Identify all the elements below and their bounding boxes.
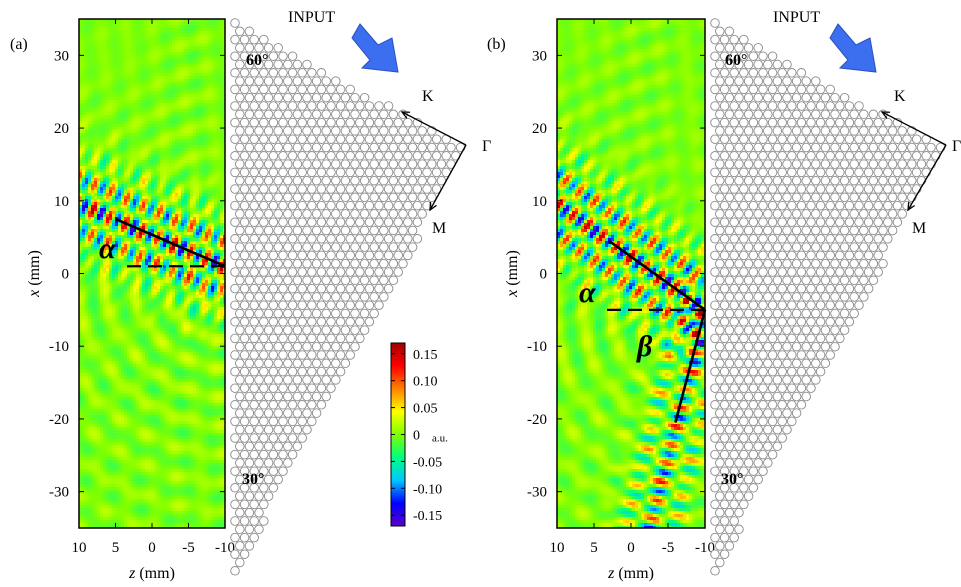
y-axis-label: x (mm) (504, 250, 521, 298)
x-tick-label: -10 (215, 540, 235, 556)
x-tick-label: 0 (627, 540, 635, 556)
x-tick-label: 10 (550, 540, 565, 556)
angle-beta-label: β (636, 330, 653, 363)
field-heatmap (557, 19, 705, 528)
colorbar-unit-label: a.u. (432, 433, 448, 445)
beam-direction-line (608, 239, 706, 311)
x-axis-label: z (mm) (607, 565, 654, 582)
y-tick-label: -30 (527, 485, 547, 501)
x-tick-label: 5 (590, 540, 598, 556)
y-tick-label: -20 (527, 412, 547, 428)
crystal-angle-60-label: 60° (725, 52, 747, 69)
x-tick-label: 5 (112, 540, 120, 556)
x-tick-label: 0 (148, 540, 156, 556)
crystal-angle-30-label: 30° (242, 471, 264, 488)
panel-label: (b) (487, 36, 506, 53)
x-tick-label: -5 (182, 540, 195, 556)
angle-alpha-label: α (99, 232, 116, 265)
y-tick-label: -10 (49, 339, 69, 355)
photonic-crystal (710, 18, 946, 576)
y-tick-label: -20 (49, 412, 69, 428)
y-tick-label: -30 (49, 485, 69, 501)
lattice-vector-M (429, 144, 467, 211)
colorbar-tick-label: 0.15 (413, 348, 438, 363)
field-heatmap (79, 19, 225, 528)
colorbar-tick-label: 0.05 (413, 402, 438, 417)
x-tick-label: -10 (695, 540, 715, 556)
lattice-label-m: M (432, 220, 446, 237)
colorbar-tick-label: -0.05 (413, 455, 442, 470)
y-axis-label: x (mm) (26, 250, 43, 298)
x-tick-label: -5 (662, 540, 675, 556)
lattice-label-k: K (894, 88, 906, 105)
colorbar: 0.15 0.10 0.05 0 -0.05 -0.10 -0.15 a.u. (390, 342, 448, 527)
colorbar-tick-label: -0.15 (413, 509, 442, 524)
beam2-direction-line (674, 309, 707, 423)
y-tick-label: 10 (54, 194, 69, 210)
crystal-angle-30-label: 30° (721, 471, 743, 488)
colorbar-tick-label: 0.10 (413, 375, 438, 390)
y-tick-label: 0 (62, 267, 70, 283)
colorbar-tick-label: 0 (413, 429, 420, 444)
input-label: INPUT (288, 9, 335, 26)
crystal-angle-60-label: 60° (246, 52, 268, 69)
y-tick-label: 20 (54, 121, 69, 137)
lattice-label-k: K (422, 88, 434, 105)
y-tick-label: 30 (54, 48, 69, 64)
lattice-vector-M (907, 144, 947, 211)
lattice-vector-K (881, 111, 947, 146)
angle-alpha-label: α (579, 276, 596, 309)
photonic-crystal (230, 18, 466, 576)
panel-b: 10 5 0 -5 -10 30 20 10 0 -10 -20 -30 z (mm) x (mm) (b)… (487, 9, 961, 582)
y-tick-label: -10 (527, 339, 547, 355)
lattice-label-m: M (912, 220, 926, 237)
x-axis-label: z (mm) (128, 565, 175, 582)
y-tick-label: 20 (532, 121, 547, 137)
y-tick-label: 30 (532, 48, 547, 64)
lattice-label-gamma: Γ (952, 138, 961, 155)
input-label: INPUT (773, 9, 820, 26)
lattice-label-gamma: Γ (482, 138, 491, 155)
panel-label: (a) (10, 36, 28, 53)
x-tick-label: 10 (72, 540, 87, 556)
input-arrow (351, 23, 399, 73)
y-tick-label: 0 (540, 267, 548, 283)
colorbar-tick-label: -0.10 (413, 482, 442, 497)
beam-direction-line (114, 217, 226, 268)
panel-a: 10 5 0 -5 -10 30 20 10 0 -10 -20 -30 z (mm) x (mm) (a)… (10, 9, 491, 582)
lattice-vector-K (401, 111, 467, 146)
y-tick-label: 10 (532, 194, 547, 210)
input-arrow (829, 23, 877, 73)
